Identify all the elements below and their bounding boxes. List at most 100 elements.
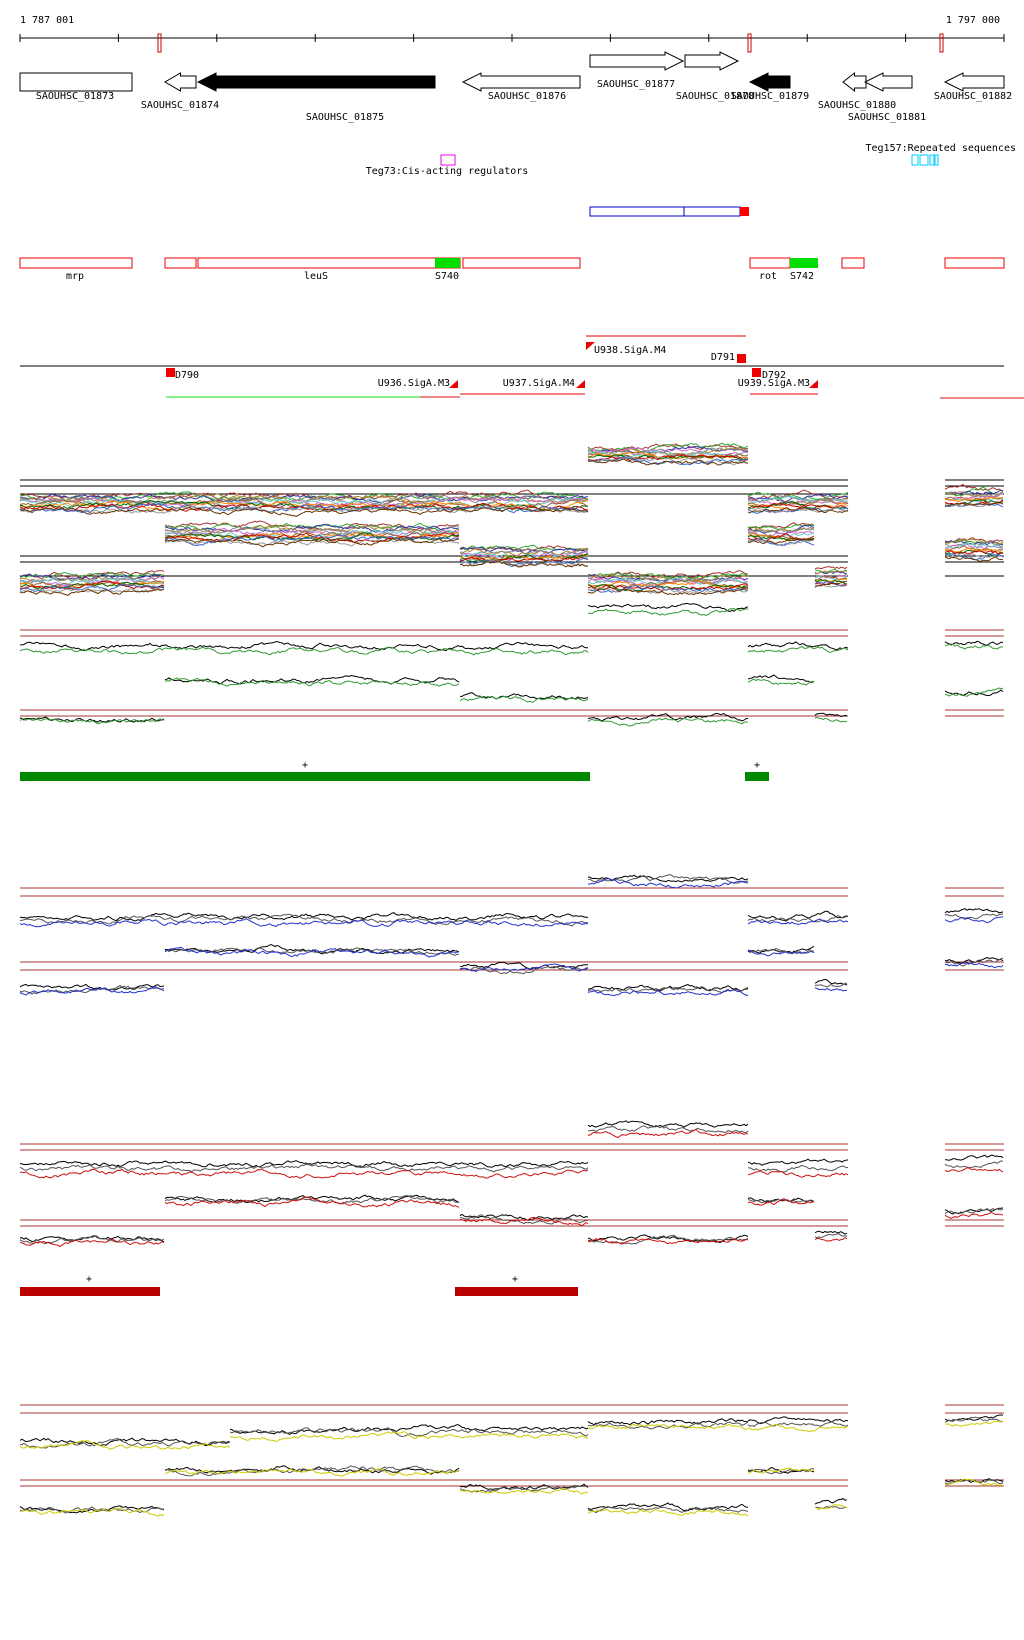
signal xyxy=(19,576,164,585)
signal xyxy=(587,1120,749,1128)
signal xyxy=(19,918,589,928)
label: + xyxy=(86,1274,92,1285)
signal xyxy=(19,1238,165,1247)
repeat-box xyxy=(929,154,935,166)
label: D790 xyxy=(175,370,199,381)
signal xyxy=(747,918,849,925)
signal xyxy=(944,556,1004,562)
signal xyxy=(747,674,815,683)
signal xyxy=(944,550,1004,555)
signal xyxy=(459,1214,589,1225)
signal xyxy=(229,1427,589,1438)
signal xyxy=(944,687,1004,697)
region-fill xyxy=(790,258,818,268)
signal xyxy=(944,547,1004,554)
signal xyxy=(587,586,749,596)
signal xyxy=(587,607,749,616)
gene-arrow xyxy=(164,72,197,92)
label: SAOUHSC_01881 xyxy=(848,112,926,123)
operon-end xyxy=(740,207,749,216)
signal xyxy=(747,499,848,506)
label: S742 xyxy=(790,271,814,282)
signal xyxy=(747,1158,849,1166)
signal xyxy=(747,538,815,547)
gene-arrow xyxy=(943,72,1005,92)
signal xyxy=(944,1208,1004,1215)
gene-arrow xyxy=(196,72,436,92)
signal xyxy=(19,1235,165,1245)
promoter xyxy=(752,368,761,377)
signal xyxy=(747,493,849,503)
signal xyxy=(459,965,589,975)
signal xyxy=(944,1478,1004,1487)
signal xyxy=(944,501,1004,508)
signal xyxy=(587,574,749,582)
ruler-feature xyxy=(747,33,752,53)
signal xyxy=(20,1168,589,1179)
signal xyxy=(587,1505,749,1514)
signal xyxy=(229,1423,589,1435)
label: + xyxy=(754,760,760,771)
signal xyxy=(459,1213,589,1221)
signal xyxy=(587,580,749,591)
label: + xyxy=(302,760,308,771)
signal xyxy=(19,506,589,517)
signal xyxy=(164,534,460,547)
signal xyxy=(587,874,749,883)
signal xyxy=(944,1160,1003,1169)
signal xyxy=(944,483,1004,492)
signal xyxy=(587,587,749,595)
promoter xyxy=(737,354,746,363)
label: 1 797 000 xyxy=(946,15,1000,26)
label: D792 xyxy=(762,370,786,381)
signal xyxy=(587,712,749,722)
signal xyxy=(944,489,1004,495)
signal xyxy=(459,553,589,563)
label: U938.SigA.M4 xyxy=(594,345,666,356)
bar xyxy=(455,1287,578,1296)
signal xyxy=(814,1233,848,1239)
ruler-feature xyxy=(939,33,944,53)
gene-arrow xyxy=(589,51,685,71)
signal xyxy=(587,877,749,889)
signal xyxy=(747,538,815,547)
signal xyxy=(19,504,589,514)
signal xyxy=(814,982,848,988)
signal xyxy=(164,528,460,538)
signal xyxy=(587,443,749,451)
signal xyxy=(814,1505,848,1509)
signal xyxy=(19,1160,589,1168)
signal xyxy=(19,503,589,514)
region xyxy=(944,257,1005,269)
signal xyxy=(587,1421,749,1430)
promoter-flag xyxy=(449,380,458,388)
signal xyxy=(19,571,165,579)
signal xyxy=(164,1196,460,1208)
label: U936.SigA.M3 xyxy=(378,378,450,389)
signal xyxy=(814,580,848,588)
region xyxy=(749,257,791,269)
signal xyxy=(459,1216,589,1227)
signal xyxy=(747,945,815,954)
signal xyxy=(747,1467,815,1475)
signal xyxy=(747,949,815,957)
signal xyxy=(164,522,460,534)
promoter-flag xyxy=(809,380,818,388)
gene-arrow xyxy=(863,72,913,92)
signal xyxy=(19,984,165,995)
signal xyxy=(19,1235,165,1243)
signal xyxy=(19,583,165,592)
signal xyxy=(460,1483,589,1490)
signal xyxy=(19,986,165,996)
region xyxy=(164,257,197,269)
signal xyxy=(164,1468,460,1477)
signal xyxy=(164,523,460,533)
signal xyxy=(748,502,849,510)
signal xyxy=(814,574,848,579)
signal xyxy=(814,1237,848,1242)
promoter xyxy=(166,368,175,377)
region xyxy=(841,257,865,269)
promoter-flag xyxy=(576,380,585,388)
signal xyxy=(944,543,1004,550)
bar xyxy=(20,1287,160,1296)
